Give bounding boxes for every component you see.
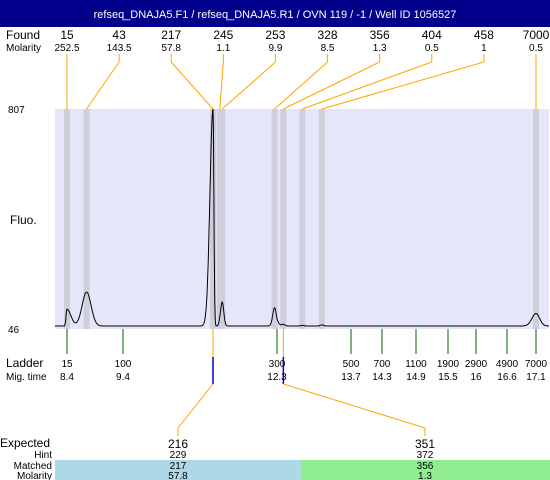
found-size-label: 458 [474, 28, 494, 42]
mig-time-row-label: Mig. time [6, 372, 47, 383]
leader-diagonal [219, 61, 224, 110]
y-tick-min: 46 [8, 325, 20, 336]
matched-row-bg-2 [301, 460, 550, 480]
molarity-value: 57.8 [168, 471, 188, 480]
ladder-mig-time-label: 9.4 [116, 372, 130, 383]
found-molarity-label: 9.9 [268, 43, 282, 54]
leader-diagonal [86, 61, 120, 110]
found-size-label: 328 [318, 28, 338, 42]
matched-row-bg-1 [55, 460, 301, 480]
ladder-mig-time-label: 17.1 [526, 372, 546, 383]
ladder-mig-time-label: 14.3 [372, 372, 392, 383]
found-molarity-label: 1.1 [216, 43, 230, 54]
found-row-label: Found [6, 28, 40, 42]
ladder-size-label: 100 [115, 359, 132, 370]
peak-band [64, 109, 70, 329]
peak-band [280, 109, 287, 329]
expected-row-label: Expected [0, 436, 50, 450]
found-size-label: 43 [112, 28, 126, 42]
found-molarity-label: 57.8 [161, 43, 181, 54]
fluorescence-trace [55, 108, 549, 327]
found-size-label: 245 [213, 28, 233, 42]
ladder-markers: 15 8.4 100 9.4 300 12.3 500 13.7 700 14.3 1100 14.9… [60, 329, 548, 383]
leader-diagonal [170, 61, 214, 110]
found-leader-lines [66, 54, 537, 110]
ladder-size-label: 2900 [465, 359, 488, 370]
expected-markers [177, 329, 426, 436]
ladder-size-label: 4900 [496, 359, 519, 370]
peak-band [299, 109, 306, 329]
molarity-row-label: Molarity [6, 43, 41, 54]
matched-value: 356 [417, 461, 434, 472]
leader-diagonal [321, 61, 485, 110]
ladder-mig-time-label: 13.7 [341, 372, 361, 383]
hint-row-label: Hint [34, 450, 52, 461]
expected-size: 216 [168, 437, 188, 451]
chart-title: refseq_DNAJA5.F1 / refseq_DNAJA5.R1 / OV… [94, 9, 457, 21]
ladder-mig-time-label: 12.3 [267, 372, 287, 383]
matched-value: 217 [170, 461, 187, 472]
molarity-value: 1.3 [418, 471, 432, 480]
peak-bands [64, 109, 539, 329]
leader-diagonal [274, 61, 328, 110]
y-axis-label: Fluo. [10, 213, 37, 227]
ladder-mig-time-label: 16 [470, 372, 482, 383]
found-molarity-label: 0.5 [529, 43, 543, 54]
ladder-row-label: Ladder [6, 356, 43, 370]
peak-band [219, 109, 226, 329]
leader-diagonal [221, 61, 276, 110]
found-molarity-label: 0.5 [425, 43, 439, 54]
peak-band [210, 109, 216, 329]
found-size-label: 15 [60, 28, 74, 42]
found-molarity-label: 8.5 [321, 43, 335, 54]
found-molarity-label: 143.5 [107, 43, 132, 54]
hint-value: 229 [170, 450, 187, 461]
expected-leader-diagonal [177, 383, 214, 429]
hint-value: 372 [417, 450, 434, 461]
found-size-label: 356 [370, 28, 390, 42]
ladder-size-label: 15 [61, 359, 73, 370]
found-molarity-label: 252.5 [54, 43, 79, 54]
peak-band [83, 109, 90, 329]
found-size-label: 404 [422, 28, 442, 42]
y-tick-max: 807 [8, 105, 25, 116]
ladder-size-label: 7000 [525, 359, 548, 370]
peak-band [318, 109, 325, 329]
peak-band [533, 109, 539, 329]
ladder-mig-time-label: 16.6 [497, 372, 517, 383]
leader-diagonal [302, 61, 432, 110]
ladder-mig-time-label: 14.9 [406, 372, 426, 383]
header-bar [0, 0, 550, 27]
ladder-mig-time-label: 15.5 [438, 372, 458, 383]
ladder-size-label: 300 [269, 359, 286, 370]
molarity-bottom-row-label: Molarity [17, 471, 52, 480]
expected-leader-diagonal [283, 383, 426, 429]
leader-diagonal [283, 61, 380, 110]
found-molarity-label: 1.3 [373, 43, 387, 54]
ladder-size-label: 700 [374, 359, 391, 370]
ladder-mig-time-label: 8.4 [60, 372, 74, 383]
ladder-size-label: 1100 [405, 359, 427, 370]
expected-size: 351 [415, 437, 435, 451]
found-size-label: 217 [161, 28, 181, 42]
matched-row-label: Matched [14, 461, 52, 472]
peak-band [271, 109, 278, 329]
found-molarity-label: 1 [481, 43, 487, 54]
ladder-size-label: 500 [343, 359, 360, 370]
found-size-label: 7000 [523, 28, 550, 42]
ladder-size-label: 1900 [437, 359, 460, 370]
found-size-label: 253 [265, 28, 285, 42]
